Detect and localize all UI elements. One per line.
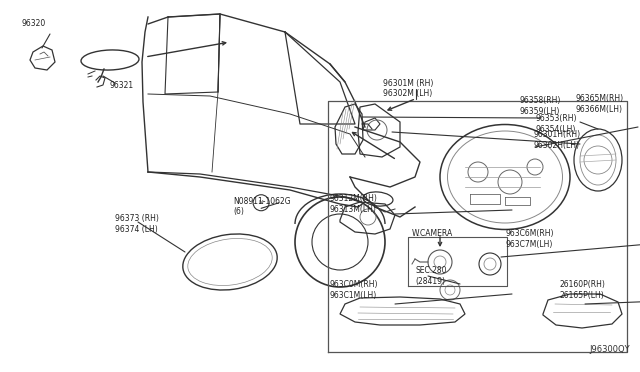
Text: 96353(RH)
96354(LH): 96353(RH) 96354(LH) — [535, 114, 577, 134]
Text: 963C0M(RH)
963C1M(LH): 963C0M(RH) 963C1M(LH) — [330, 280, 378, 300]
Text: 26160P(RH)
26165P(LH): 26160P(RH) 26165P(LH) — [560, 280, 606, 300]
Text: W.CAMERA: W.CAMERA — [412, 230, 453, 238]
Text: J96300QY: J96300QY — [589, 345, 630, 354]
Text: 96312M(RH)
96313M(LH): 96312M(RH) 96313M(LH) — [330, 194, 378, 214]
Text: SEC.280
(28419): SEC.280 (28419) — [415, 266, 447, 286]
Text: 96301M (RH)
96302M (LH): 96301M (RH) 96302M (LH) — [383, 79, 433, 98]
Text: 96321: 96321 — [110, 81, 134, 90]
Text: 96358(RH)
96359(LH): 96358(RH) 96359(LH) — [520, 96, 561, 116]
Text: N: N — [259, 200, 264, 205]
Text: 963C6M(RH)
963C7M(LH): 963C6M(RH) 963C7M(LH) — [505, 229, 554, 249]
Text: 96365M(RH)
96366M(LH): 96365M(RH) 96366M(LH) — [576, 94, 624, 114]
Text: 96373 (RH)
96374 (LH): 96373 (RH) 96374 (LH) — [115, 214, 159, 234]
Text: 96301H(RH)
96302H(LH): 96301H(RH) 96302H(LH) — [533, 130, 580, 150]
Text: 96320: 96320 — [22, 19, 46, 29]
Text: N08911-1062G
(6): N08911-1062G (6) — [234, 197, 291, 216]
